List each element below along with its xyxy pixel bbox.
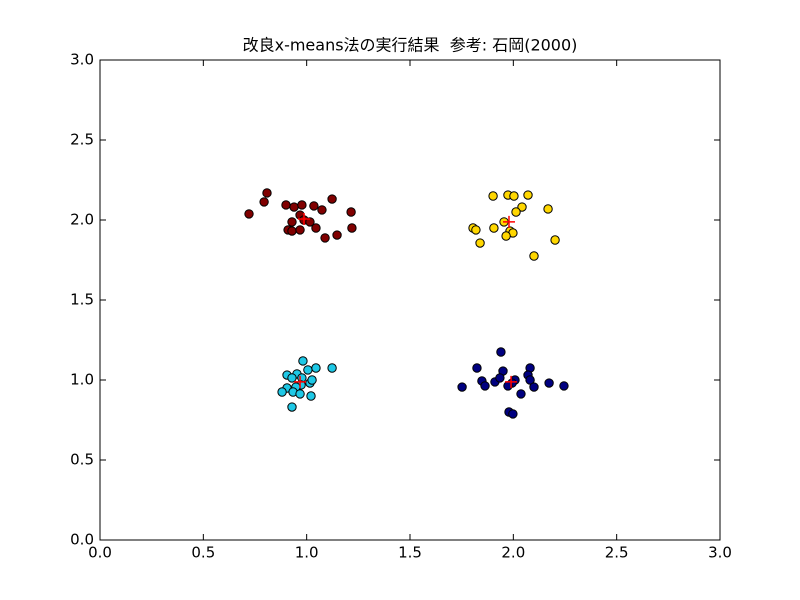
point xyxy=(287,373,297,383)
point xyxy=(525,375,535,385)
plot-frame xyxy=(99,59,721,541)
point xyxy=(317,205,327,215)
point xyxy=(543,204,553,214)
point xyxy=(311,363,321,373)
point xyxy=(489,223,499,233)
point xyxy=(320,233,330,243)
point xyxy=(311,223,321,233)
point xyxy=(297,200,307,210)
point xyxy=(471,225,481,235)
y-tick-label: 2.5 xyxy=(70,131,94,149)
point xyxy=(306,391,316,401)
point xyxy=(295,225,305,235)
point xyxy=(262,188,272,198)
point xyxy=(298,356,308,366)
point xyxy=(327,194,337,204)
point xyxy=(309,201,319,211)
point xyxy=(287,226,297,236)
point xyxy=(307,375,317,385)
point xyxy=(508,409,518,419)
point xyxy=(327,363,337,373)
point xyxy=(488,191,498,201)
point xyxy=(287,402,297,412)
point xyxy=(529,382,539,392)
point xyxy=(305,217,315,227)
centroid-marker xyxy=(505,375,518,388)
y-tick-label: 0.5 xyxy=(70,451,94,469)
point xyxy=(475,238,485,248)
x-tick-label: 2.0 xyxy=(501,544,525,562)
point xyxy=(517,202,527,212)
y-tick-label: 3.0 xyxy=(70,51,94,69)
point xyxy=(501,231,511,241)
x-tick-label: 2.5 xyxy=(605,544,629,562)
x-tick-label: 0.5 xyxy=(191,544,215,562)
x-tick-label: 1.0 xyxy=(295,544,319,562)
point xyxy=(516,389,526,399)
point xyxy=(332,230,342,240)
y-tick-label: 1.0 xyxy=(70,371,94,389)
point xyxy=(529,251,539,261)
point xyxy=(244,209,254,219)
point xyxy=(281,200,291,210)
point xyxy=(287,217,297,227)
point xyxy=(480,381,490,391)
point xyxy=(346,207,356,217)
point xyxy=(544,378,554,388)
point xyxy=(550,235,560,245)
point xyxy=(347,223,357,233)
point xyxy=(259,197,269,207)
point xyxy=(289,202,299,212)
point xyxy=(303,365,313,375)
point xyxy=(523,190,533,200)
x-tick-label: 1.5 xyxy=(398,544,422,562)
point xyxy=(495,373,505,383)
point xyxy=(457,382,467,392)
x-tick-label: 3.0 xyxy=(708,544,732,562)
point xyxy=(511,207,521,217)
centroid-marker xyxy=(297,213,310,226)
point xyxy=(277,387,287,397)
y-tick-label: 1.5 xyxy=(70,291,94,309)
centroid-marker xyxy=(294,375,307,388)
point xyxy=(509,191,519,201)
y-tick-label: 0.0 xyxy=(70,531,94,549)
centroid-marker xyxy=(502,215,515,228)
x-tick-label: 0.0 xyxy=(88,544,112,562)
point xyxy=(496,347,506,357)
y-tick-label: 2.0 xyxy=(70,211,94,229)
point xyxy=(472,363,482,373)
point xyxy=(295,389,305,399)
chart-title: 改良x-means法の実行結果 参考: 石岡(2000) xyxy=(243,36,578,55)
point xyxy=(559,381,569,391)
